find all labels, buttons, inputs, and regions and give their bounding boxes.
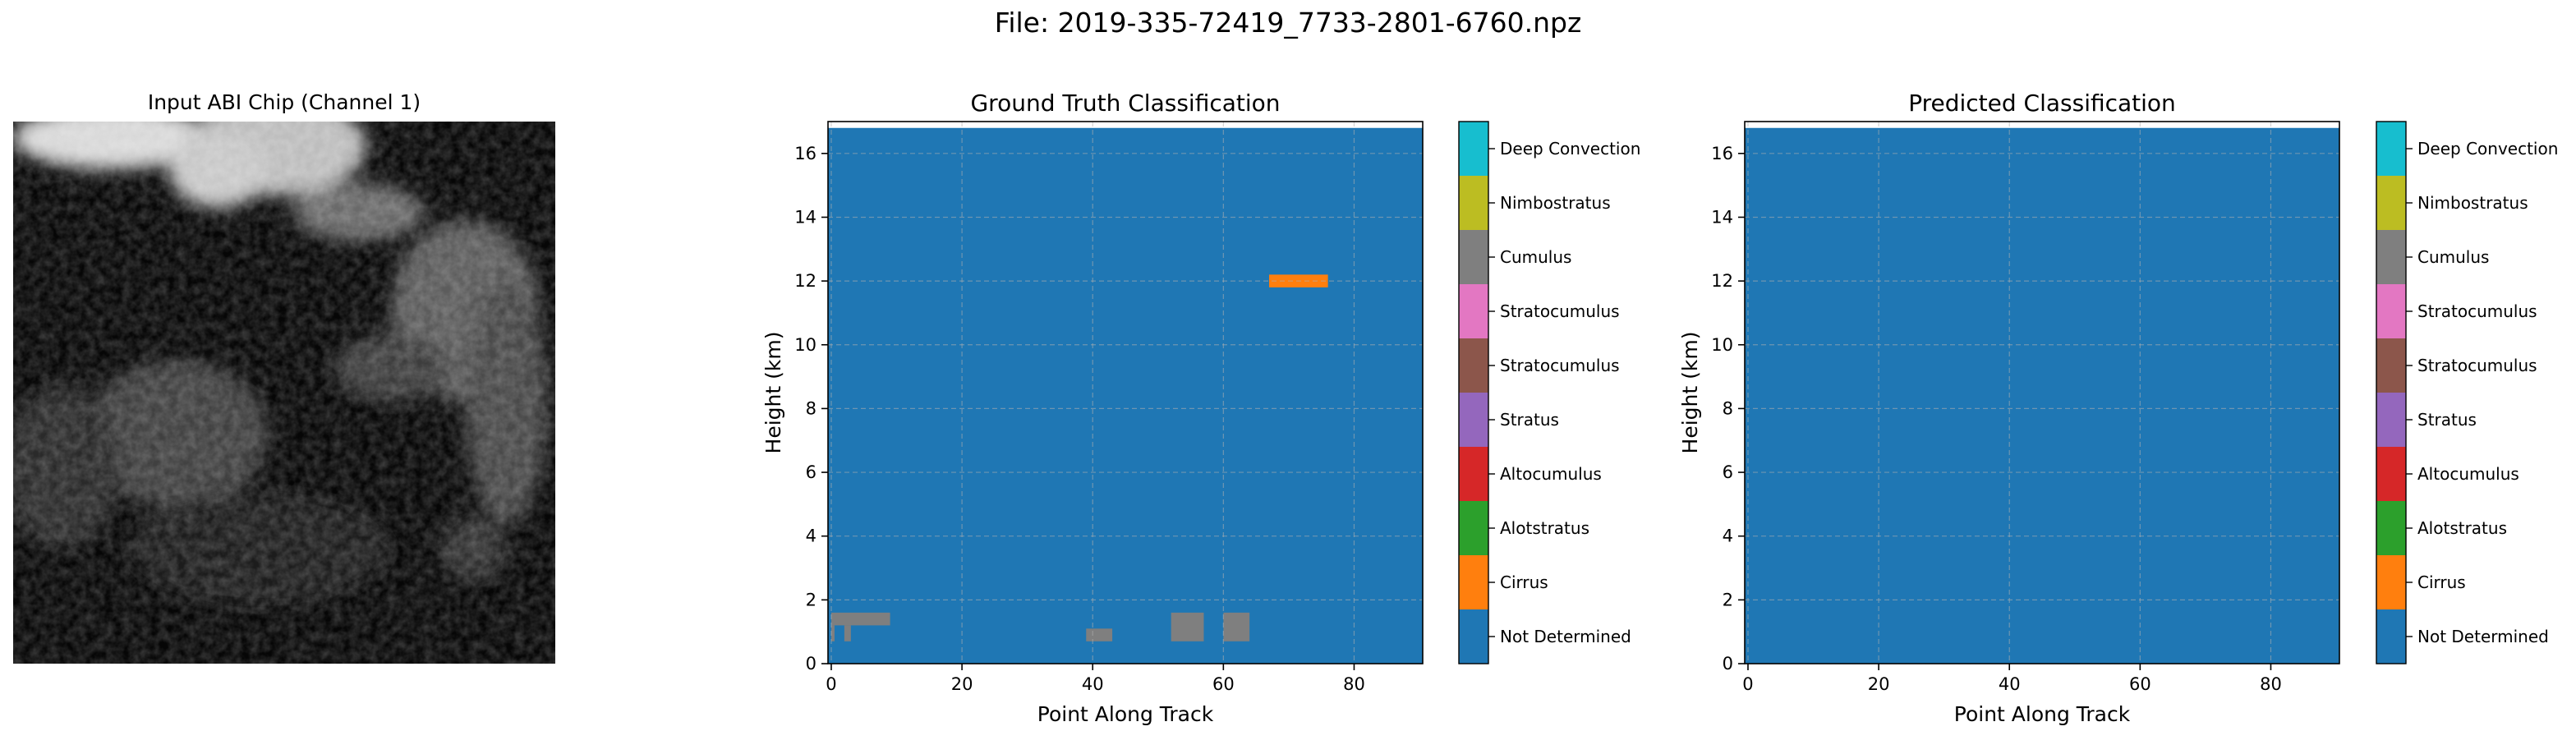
x-tick-label: 40 — [1082, 674, 1104, 694]
colorbar-label: Stratus — [1500, 410, 1559, 430]
x-tick-label: 20 — [1868, 674, 1890, 694]
colorbar-label: Altocumulus — [2417, 464, 2519, 484]
cloud-region-cumulus — [1223, 612, 1250, 641]
y-tick-label: 10 — [1711, 335, 1733, 355]
colorbar-segment — [2376, 338, 2406, 393]
x-tick-label: 0 — [1742, 674, 1753, 694]
x-tick-label: 80 — [1343, 674, 1365, 694]
colorbar-segment — [2376, 447, 2406, 501]
x-axis-label: Point Along Track — [1037, 702, 1214, 726]
colorbar-label: Deep Convection — [2417, 139, 2558, 159]
x-tick-label: 40 — [1999, 674, 2021, 694]
y-tick-label: 6 — [806, 462, 816, 482]
y-tick-label: 0 — [1723, 654, 1733, 674]
colorbar-label: Stratocumulus — [1500, 356, 1620, 375]
y-axis-label: Height (km) — [1678, 332, 1702, 454]
abi-chip-image — [13, 122, 555, 664]
colorbar-label: Not Determined — [2417, 627, 2549, 646]
y-tick-label: 16 — [1711, 144, 1733, 163]
colorbar-label: Nimbostratus — [2417, 193, 2528, 213]
colorbar-frame — [1458, 121, 1489, 664]
y-tick-label: 8 — [806, 398, 816, 418]
cloud-region-cumulus — [844, 625, 851, 641]
colorbar-label: Stratus — [2417, 410, 2477, 430]
y-tick-label: 14 — [794, 207, 816, 227]
y-axis-label: Height (km) — [761, 332, 785, 454]
colorbar-segment — [1459, 447, 1488, 501]
colorbar-label: Alotstratus — [2417, 518, 2507, 538]
colorbar-segment — [2376, 609, 2406, 664]
cloud-region-cumulus — [1171, 612, 1204, 641]
y-tick-label: 0 — [806, 654, 816, 674]
chart-title: Predicted Classification — [1908, 90, 2176, 117]
colorbar-label: Stratocumulus — [2417, 301, 2537, 321]
colorbar-label: Nimbostratus — [1500, 193, 1611, 213]
colorbar-label: Not Determined — [1500, 627, 1631, 646]
colorbar-segment — [1459, 555, 1488, 609]
colorbar-segment — [1459, 393, 1488, 447]
x-tick-label: 60 — [1212, 674, 1235, 694]
colorbar-segment — [2376, 501, 2406, 555]
y-tick-label: 14 — [1711, 207, 1733, 227]
colorbar-segment — [1459, 284, 1488, 338]
y-tick-label: 6 — [1723, 462, 1733, 482]
colorbar-segment — [2376, 122, 2406, 176]
cloud-region-cumulus — [830, 612, 890, 626]
x-tick-label: 0 — [826, 674, 836, 694]
x-tick-label: 60 — [2129, 674, 2151, 694]
axes-frame — [827, 121, 1424, 664]
colorbar-segment — [1459, 338, 1488, 393]
colorbar-label: Cirrus — [1500, 572, 1548, 592]
x-axis-label: Point Along Track — [1954, 702, 2131, 726]
colorbar-label: Alotstratus — [1500, 518, 1589, 538]
colorbar-segment — [2376, 230, 2406, 284]
x-tick-label: 80 — [2260, 674, 2282, 694]
y-tick-label: 10 — [794, 335, 816, 355]
y-tick-label: 16 — [794, 144, 816, 163]
y-tick-label: 2 — [806, 590, 816, 609]
y-tick-label: 2 — [1723, 590, 1733, 609]
colorbar-segment — [1459, 122, 1488, 176]
colorbar-segment — [2376, 555, 2406, 609]
y-tick-label: 4 — [806, 526, 816, 546]
colorbar-label: Cumulus — [1500, 247, 1571, 267]
colorbar-label: Stratocumulus — [2417, 356, 2537, 375]
colorbar-segment — [1459, 501, 1488, 555]
colorbar-segment — [1459, 230, 1488, 284]
colorbar-segment — [2376, 284, 2406, 338]
colorbar-label: Stratocumulus — [1500, 301, 1620, 321]
colorbar-segment — [1459, 176, 1488, 230]
y-tick-label: 4 — [1723, 526, 1733, 546]
y-tick-label: 12 — [794, 271, 816, 291]
colorbar-segment — [1459, 609, 1488, 664]
colorbar-label: Deep Convection — [1500, 139, 1640, 159]
colorbar-segment — [2376, 393, 2406, 447]
colorbar-label: Cumulus — [2417, 247, 2489, 267]
abi-chip-title: Input ABI Chip (Channel 1) — [147, 90, 421, 114]
x-tick-label: 20 — [951, 674, 973, 694]
colorbar-frame — [2376, 121, 2407, 664]
cloud-region-cumulus — [830, 625, 835, 641]
figure-title: File: 2019-335-72419_7733-2801-6760.npz — [994, 7, 1582, 39]
colorbar-label: Cirrus — [2417, 572, 2466, 592]
colorbar-segment — [2376, 176, 2406, 230]
y-tick-label: 8 — [1723, 398, 1733, 418]
y-tick-label: 12 — [1711, 271, 1733, 291]
colorbar-label: Altocumulus — [1500, 464, 1602, 484]
axes-frame — [1744, 121, 2340, 664]
chart-title: Ground Truth Classification — [970, 90, 1280, 117]
heatmap-background — [1745, 127, 2339, 664]
